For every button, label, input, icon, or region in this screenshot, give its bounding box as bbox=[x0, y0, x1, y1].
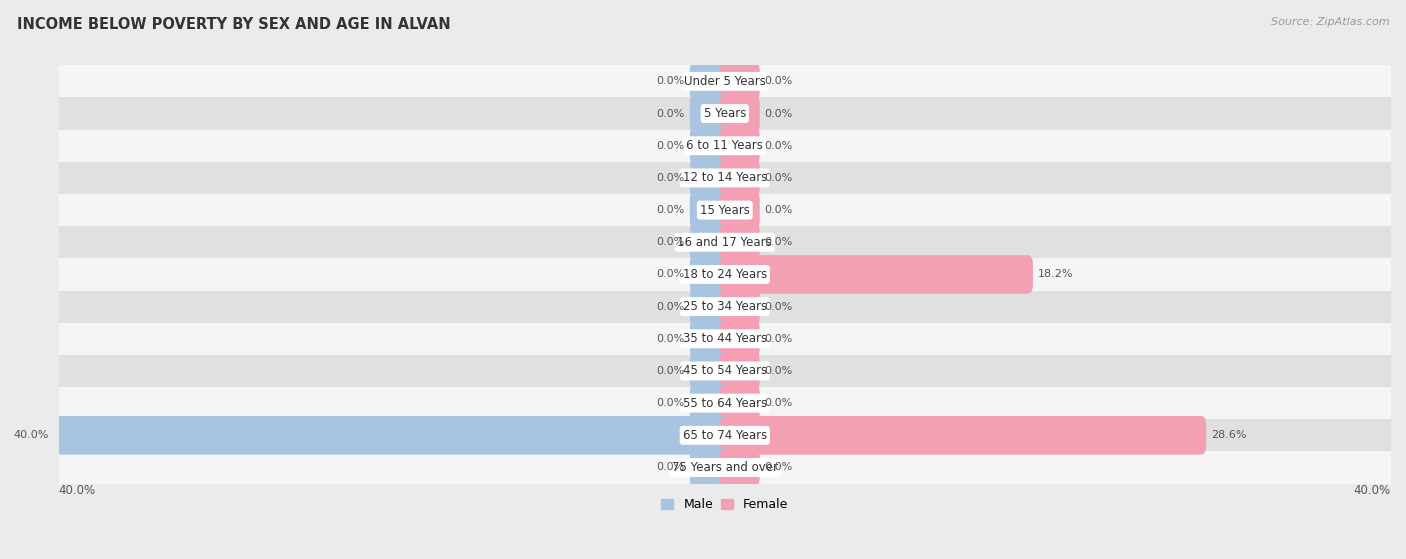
Text: 18.2%: 18.2% bbox=[1038, 269, 1073, 280]
FancyBboxPatch shape bbox=[720, 448, 759, 487]
FancyBboxPatch shape bbox=[720, 416, 1206, 454]
Bar bbox=[59, 355, 1391, 387]
FancyBboxPatch shape bbox=[690, 159, 730, 197]
Bar bbox=[59, 97, 1391, 130]
FancyBboxPatch shape bbox=[720, 352, 759, 390]
Bar bbox=[59, 387, 1391, 419]
FancyBboxPatch shape bbox=[690, 352, 730, 390]
FancyBboxPatch shape bbox=[690, 287, 730, 326]
Text: Source: ZipAtlas.com: Source: ZipAtlas.com bbox=[1271, 17, 1389, 27]
Text: 0.0%: 0.0% bbox=[765, 302, 793, 311]
Bar bbox=[59, 162, 1391, 194]
FancyBboxPatch shape bbox=[720, 126, 759, 165]
Text: INCOME BELOW POVERTY BY SEX AND AGE IN ALVAN: INCOME BELOW POVERTY BY SEX AND AGE IN A… bbox=[17, 17, 450, 32]
Text: 75 Years and over: 75 Years and over bbox=[672, 461, 778, 474]
Text: 0.0%: 0.0% bbox=[765, 77, 793, 87]
FancyBboxPatch shape bbox=[690, 126, 730, 165]
Text: 0.0%: 0.0% bbox=[657, 108, 685, 119]
Text: 0.0%: 0.0% bbox=[765, 173, 793, 183]
Text: Under 5 Years: Under 5 Years bbox=[683, 75, 766, 88]
Text: 40.0%: 40.0% bbox=[1354, 484, 1391, 496]
Text: 6 to 11 Years: 6 to 11 Years bbox=[686, 139, 763, 152]
FancyBboxPatch shape bbox=[720, 62, 759, 101]
Text: 0.0%: 0.0% bbox=[657, 205, 685, 215]
Text: 0.0%: 0.0% bbox=[765, 205, 793, 215]
Bar bbox=[59, 65, 1391, 97]
FancyBboxPatch shape bbox=[690, 255, 730, 293]
FancyBboxPatch shape bbox=[720, 255, 1033, 293]
FancyBboxPatch shape bbox=[720, 223, 759, 262]
FancyBboxPatch shape bbox=[690, 448, 730, 487]
Text: 0.0%: 0.0% bbox=[657, 269, 685, 280]
Text: 65 to 74 Years: 65 to 74 Years bbox=[683, 429, 766, 442]
Text: 40.0%: 40.0% bbox=[59, 484, 96, 496]
Text: 0.0%: 0.0% bbox=[765, 334, 793, 344]
Bar bbox=[59, 451, 1391, 484]
FancyBboxPatch shape bbox=[720, 320, 759, 358]
Bar bbox=[59, 291, 1391, 323]
Text: 18 to 24 Years: 18 to 24 Years bbox=[683, 268, 766, 281]
Bar bbox=[59, 226, 1391, 258]
Text: 15 Years: 15 Years bbox=[700, 203, 749, 216]
Text: 0.0%: 0.0% bbox=[765, 398, 793, 408]
FancyBboxPatch shape bbox=[690, 320, 730, 358]
FancyBboxPatch shape bbox=[690, 384, 730, 423]
Legend: Male, Female: Male, Female bbox=[657, 495, 793, 515]
FancyBboxPatch shape bbox=[720, 191, 759, 229]
Text: 0.0%: 0.0% bbox=[765, 462, 793, 472]
Text: 0.0%: 0.0% bbox=[657, 173, 685, 183]
Text: 45 to 54 Years: 45 to 54 Years bbox=[683, 364, 766, 377]
Text: 40.0%: 40.0% bbox=[13, 430, 49, 440]
FancyBboxPatch shape bbox=[690, 223, 730, 262]
Text: 0.0%: 0.0% bbox=[657, 366, 685, 376]
Text: 0.0%: 0.0% bbox=[657, 334, 685, 344]
Text: 16 and 17 Years: 16 and 17 Years bbox=[678, 236, 772, 249]
Text: 0.0%: 0.0% bbox=[765, 237, 793, 247]
Text: 0.0%: 0.0% bbox=[657, 398, 685, 408]
Bar bbox=[59, 130, 1391, 162]
FancyBboxPatch shape bbox=[720, 384, 759, 423]
FancyBboxPatch shape bbox=[690, 94, 730, 133]
Bar bbox=[59, 419, 1391, 451]
Text: 55 to 64 Years: 55 to 64 Years bbox=[683, 397, 766, 410]
Text: 0.0%: 0.0% bbox=[765, 141, 793, 151]
FancyBboxPatch shape bbox=[690, 191, 730, 229]
Text: 0.0%: 0.0% bbox=[657, 141, 685, 151]
Text: 0.0%: 0.0% bbox=[765, 108, 793, 119]
Bar bbox=[59, 194, 1391, 226]
FancyBboxPatch shape bbox=[720, 94, 759, 133]
FancyBboxPatch shape bbox=[720, 287, 759, 326]
Text: 28.6%: 28.6% bbox=[1211, 430, 1247, 440]
Text: 0.0%: 0.0% bbox=[765, 366, 793, 376]
Text: 5 Years: 5 Years bbox=[703, 107, 747, 120]
Text: 0.0%: 0.0% bbox=[657, 462, 685, 472]
Text: 12 to 14 Years: 12 to 14 Years bbox=[682, 172, 766, 184]
Bar bbox=[59, 258, 1391, 291]
Text: 25 to 34 Years: 25 to 34 Years bbox=[683, 300, 766, 313]
Text: 35 to 44 Years: 35 to 44 Years bbox=[683, 332, 766, 345]
Text: 0.0%: 0.0% bbox=[657, 237, 685, 247]
FancyBboxPatch shape bbox=[53, 416, 730, 454]
Text: 0.0%: 0.0% bbox=[657, 77, 685, 87]
Text: 0.0%: 0.0% bbox=[657, 302, 685, 311]
Bar bbox=[59, 323, 1391, 355]
FancyBboxPatch shape bbox=[720, 159, 759, 197]
FancyBboxPatch shape bbox=[690, 62, 730, 101]
